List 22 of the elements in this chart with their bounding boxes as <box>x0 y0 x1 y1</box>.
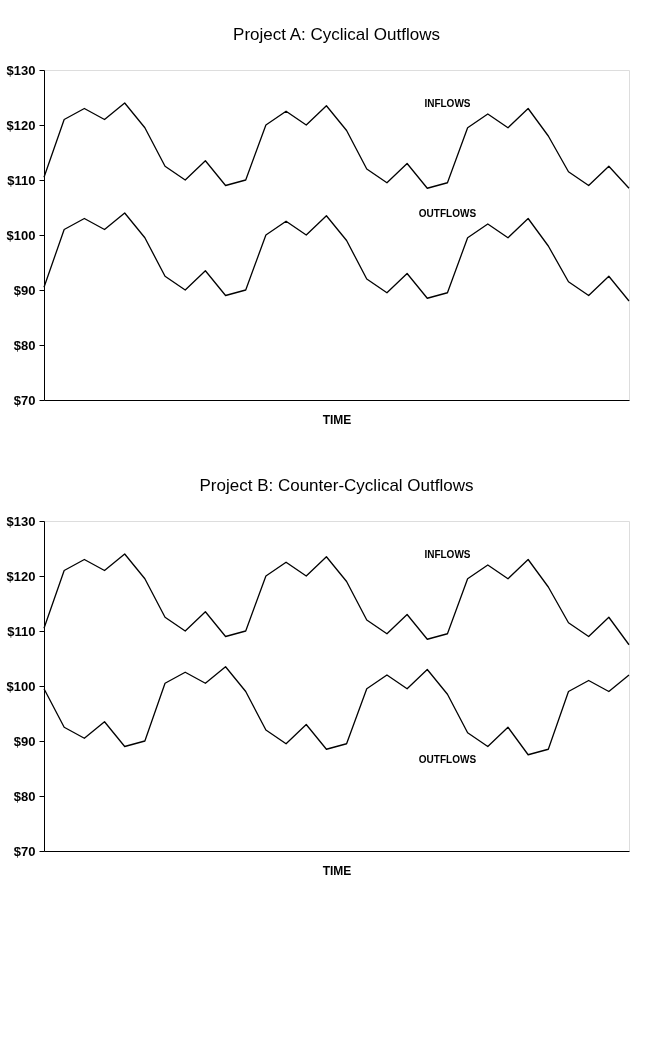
x-axis-title: TIME <box>322 863 352 878</box>
series-label: OUTFLOWS <box>418 208 477 219</box>
chart-title: Project A: Cyclical Outflows <box>233 25 440 44</box>
x-axis-title: TIME <box>322 412 352 427</box>
y-tick-label: $80 <box>13 788 36 804</box>
series-label: OUTFLOWS <box>418 753 477 765</box>
series-label: INFLOWS <box>424 98 471 109</box>
y-tick-label: $80 <box>13 337 36 353</box>
chart-title: Project B: Counter-Cyclical Outflows <box>199 476 474 495</box>
y-tick-label: $120 <box>6 117 36 133</box>
y-tick-label: $70 <box>13 843 36 859</box>
y-tick-label: $110 <box>7 172 36 188</box>
y-tick-label: $130 <box>6 62 36 78</box>
y-tick-label: $100 <box>6 227 36 243</box>
y-tick-label: $120 <box>6 568 36 584</box>
y-tick-label: $90 <box>13 733 36 749</box>
series-label: INFLOWS <box>424 549 471 560</box>
y-tick-label: $130 <box>6 513 36 529</box>
y-tick-label: $70 <box>13 392 36 408</box>
y-tick-label: $110 <box>7 623 36 639</box>
y-tick-label: $90 <box>13 282 36 298</box>
y-tick-label: $100 <box>6 678 36 694</box>
